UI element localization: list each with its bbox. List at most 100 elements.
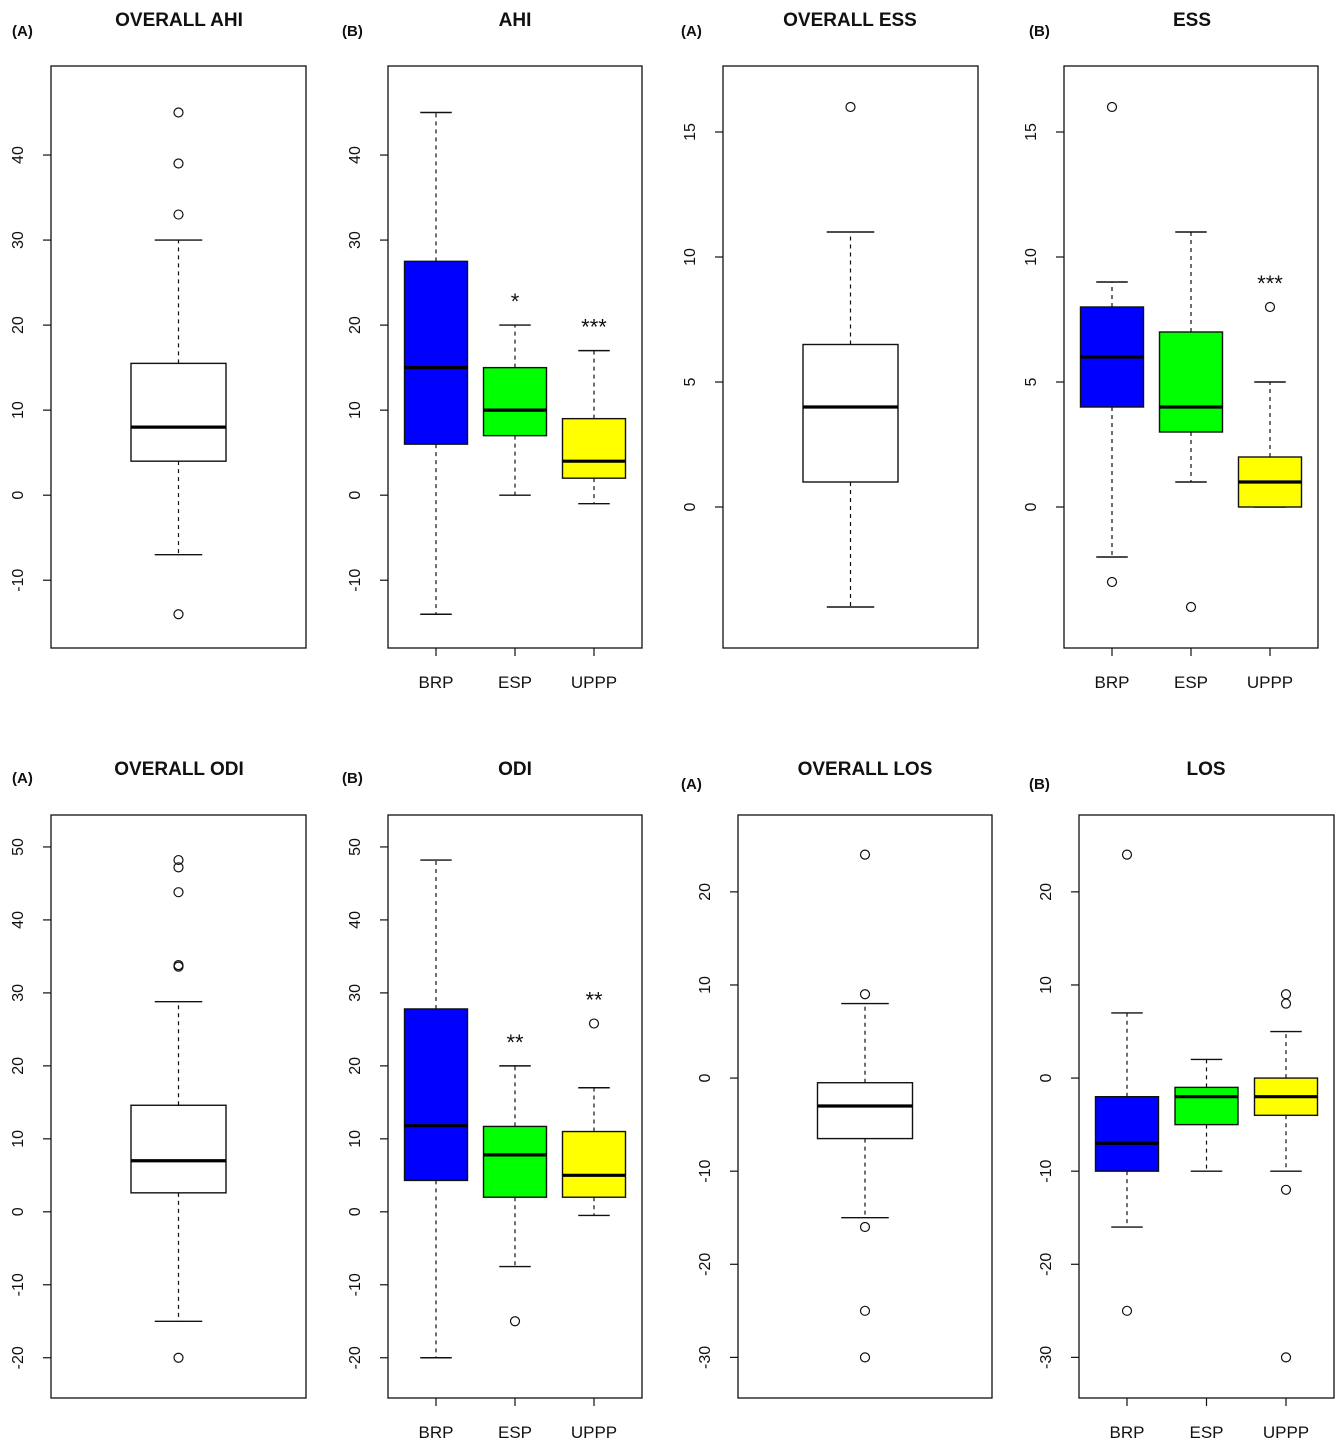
y-tick-label: 20	[10, 1057, 27, 1075]
outlier-point	[845, 101, 856, 113]
y-tick-label: 0	[347, 1207, 364, 1216]
iqr-box	[1094, 1095, 1160, 1172]
outlier-point	[173, 158, 184, 169]
y-tick-label: 10	[697, 976, 714, 994]
chart-title: OVERALL ODI	[114, 759, 244, 780]
outlier-point	[1121, 849, 1133, 860]
panel-label: (B)	[342, 770, 363, 787]
y-tick-label: -10	[347, 1273, 364, 1296]
outlier-point	[1185, 601, 1197, 613]
y-tick-label: 10	[347, 1130, 364, 1148]
y-tick-label: -20	[697, 1253, 714, 1276]
iqr-box	[403, 1008, 469, 1182]
y-tick-label: -10	[697, 1160, 714, 1183]
significance-marker: **	[506, 1030, 524, 1055]
outlier-point	[173, 107, 184, 118]
significance-marker: **	[585, 988, 603, 1013]
x-category-label: ESP	[498, 673, 532, 692]
iqr-box	[130, 362, 227, 462]
outlier-point	[859, 1352, 871, 1363]
chart-panel-7: (A) OVERALL LOS -30 -20 -10 0 10 20	[681, 759, 993, 1399]
y-tick-label: 10	[1038, 976, 1055, 994]
y-tick-label: -10	[347, 569, 364, 592]
iqr-box	[482, 366, 548, 437]
y-tick-label: -10	[10, 1273, 27, 1296]
y-tick-label: -20	[10, 1346, 27, 1369]
outlier-point	[1280, 998, 1292, 1009]
x-category-label: BRP	[1110, 1423, 1145, 1442]
outlier-point	[509, 1316, 521, 1327]
chart-title: OVERALL AHI	[115, 10, 243, 31]
significance-marker: *	[511, 289, 520, 314]
iqr-box	[561, 1130, 627, 1198]
y-tick-label: 40	[347, 146, 364, 164]
y-tick-label: 20	[347, 1057, 364, 1075]
outlier-point	[1280, 1184, 1292, 1195]
significance-marker: ***	[1257, 271, 1283, 296]
box-1: BRP	[403, 859, 469, 1442]
x-category-label: ESP	[498, 1423, 532, 1442]
outlier-point	[1106, 576, 1118, 588]
y-tick-label: 30	[10, 231, 27, 249]
y-tick-label: -30	[697, 1346, 714, 1369]
outlier-point	[859, 849, 871, 860]
box-2: ESP	[1158, 231, 1224, 692]
y-tick-label: 0	[697, 1074, 714, 1083]
y-tick-label: 40	[10, 146, 27, 164]
box-1: BRP	[1094, 849, 1160, 1442]
outlier-point	[173, 854, 184, 866]
outlier-point	[1106, 101, 1118, 113]
box-1	[130, 107, 227, 620]
outlier-point	[1280, 989, 1292, 1000]
outlier-point	[859, 989, 871, 1000]
outlier-point	[859, 1305, 871, 1316]
y-tick-label: -10	[1038, 1160, 1055, 1183]
chart-title: ODI	[498, 759, 532, 780]
chart-panel-4: (B) ESS 0 5 10 15 BRP ESP *** UPPP	[1023, 10, 1319, 692]
iqr-box	[482, 1125, 548, 1198]
iqr-box	[130, 1104, 227, 1194]
y-tick-label: 30	[10, 984, 27, 1002]
y-tick-label: 15	[1023, 123, 1040, 141]
panel-label: (A)	[12, 23, 33, 40]
outlier-point	[173, 961, 184, 972]
panel-label: (B)	[342, 23, 363, 40]
y-tick-label: 10	[1023, 248, 1040, 266]
iqr-box	[561, 417, 627, 479]
chart-panel-6: (B) ODI -20 -10 0 10 20 30 40 50 BRP ** ESP ** UPPP	[342, 759, 643, 1442]
chart-panel-3: (A) OVERALL ESS 0 5 10 15	[681, 10, 979, 649]
box-1: BRP	[1079, 101, 1145, 692]
panel-label: (A)	[12, 770, 33, 787]
x-category-label: UPPP	[571, 673, 617, 692]
box-1	[816, 849, 914, 1363]
box-2: * ESP	[482, 289, 548, 692]
plot-frame	[50, 814, 307, 1399]
y-tick-label: 40	[10, 911, 27, 929]
chart-title: AHI	[499, 10, 532, 31]
y-tick-label: 50	[347, 838, 364, 856]
y-tick-label: 0	[1038, 1074, 1055, 1083]
x-category-label: UPPP	[1263, 1423, 1309, 1442]
iqr-box	[1158, 331, 1224, 433]
x-category-label: BRP	[1095, 673, 1130, 692]
box-1: BRP	[403, 111, 469, 692]
chart-title: OVERALL ESS	[783, 10, 917, 31]
y-tick-label: -10	[10, 569, 27, 592]
panel-label: (B)	[1029, 23, 1050, 40]
outlier-point	[173, 209, 184, 220]
y-tick-label: 10	[10, 401, 27, 419]
outlier-point	[1280, 1352, 1292, 1363]
outlier-point	[173, 862, 184, 873]
chart-panel-2: (B) AHI -10 0 10 20 30 40 BRP * ESP *** UPPP	[342, 10, 643, 692]
box-3: ** UPPP	[561, 988, 627, 1442]
outlier-point	[588, 1018, 600, 1029]
box-1	[802, 101, 899, 608]
chart-title: ESS	[1173, 10, 1211, 31]
chart-panel-1: (A) OVERALL AHI -10 0 10 20 30 40	[10, 10, 307, 649]
chart-title: LOS	[1186, 759, 1225, 780]
y-tick-label: 20	[347, 316, 364, 334]
y-tick-label: 5	[1023, 377, 1040, 386]
y-tick-label: 0	[10, 1207, 27, 1216]
chart-title: OVERALL LOS	[798, 759, 933, 780]
box-3: *** UPPP	[561, 315, 627, 692]
